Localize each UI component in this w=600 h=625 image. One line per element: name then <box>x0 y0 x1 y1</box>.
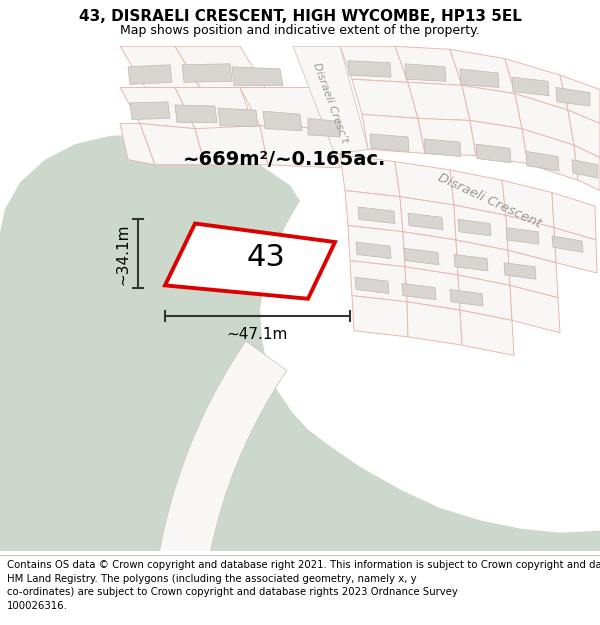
Polygon shape <box>512 77 549 96</box>
Polygon shape <box>350 261 407 302</box>
Polygon shape <box>568 110 600 158</box>
Text: Disraeli Cresc’t: Disraeli Cresc’t <box>311 61 349 144</box>
Polygon shape <box>340 46 408 82</box>
Polygon shape <box>476 144 511 162</box>
Polygon shape <box>460 69 499 88</box>
Text: 43: 43 <box>247 242 285 272</box>
Polygon shape <box>128 65 172 84</box>
Polygon shape <box>175 88 255 129</box>
Polygon shape <box>340 154 400 197</box>
Text: 43, DISRAELI CRESCENT, HIGH WYCOMBE, HP13 5EL: 43, DISRAELI CRESCENT, HIGH WYCOMBE, HP1… <box>79 9 521 24</box>
Polygon shape <box>348 61 391 77</box>
Polygon shape <box>404 248 439 265</box>
Text: ~669m²/~0.165ac.: ~669m²/~0.165ac. <box>184 150 386 169</box>
Polygon shape <box>405 267 460 310</box>
Polygon shape <box>458 219 491 236</box>
Polygon shape <box>352 79 418 118</box>
Polygon shape <box>395 46 462 86</box>
Polygon shape <box>150 341 287 625</box>
Polygon shape <box>408 213 443 230</box>
Polygon shape <box>470 121 528 164</box>
Polygon shape <box>355 277 389 294</box>
Polygon shape <box>462 86 522 129</box>
Polygon shape <box>120 124 155 165</box>
Polygon shape <box>508 250 558 298</box>
Polygon shape <box>450 289 483 306</box>
Polygon shape <box>308 118 340 137</box>
Polygon shape <box>560 75 600 124</box>
Polygon shape <box>506 228 539 244</box>
Polygon shape <box>195 126 268 165</box>
Polygon shape <box>293 46 368 154</box>
Text: Map shows position and indicative extent of the property.: Map shows position and indicative extent… <box>120 24 480 37</box>
Polygon shape <box>182 64 232 82</box>
Polygon shape <box>418 118 476 156</box>
Polygon shape <box>402 283 436 300</box>
Polygon shape <box>505 59 568 110</box>
Polygon shape <box>574 145 600 191</box>
Polygon shape <box>232 67 283 86</box>
Polygon shape <box>502 180 554 228</box>
Polygon shape <box>260 126 340 168</box>
Polygon shape <box>424 139 461 156</box>
Text: Disraeli Crescent: Disraeli Crescent <box>436 171 544 231</box>
Polygon shape <box>450 49 515 94</box>
Polygon shape <box>175 105 217 122</box>
Polygon shape <box>456 240 510 286</box>
Polygon shape <box>348 226 405 267</box>
Polygon shape <box>120 46 200 88</box>
Polygon shape <box>522 129 578 180</box>
Polygon shape <box>370 134 409 151</box>
Polygon shape <box>240 88 328 129</box>
Polygon shape <box>552 192 596 240</box>
Polygon shape <box>556 88 590 106</box>
Polygon shape <box>407 302 462 345</box>
Polygon shape <box>358 207 395 224</box>
Polygon shape <box>403 232 458 275</box>
Polygon shape <box>405 64 446 81</box>
Polygon shape <box>345 191 403 232</box>
Text: Contains OS data © Crown copyright and database right 2021. This information is : Contains OS data © Crown copyright and d… <box>7 560 600 611</box>
Polygon shape <box>362 114 425 153</box>
Polygon shape <box>506 215 556 262</box>
Polygon shape <box>356 242 391 259</box>
Polygon shape <box>130 102 170 119</box>
Polygon shape <box>218 108 258 127</box>
Polygon shape <box>400 197 456 240</box>
Polygon shape <box>395 162 454 205</box>
Polygon shape <box>458 275 512 321</box>
Polygon shape <box>554 228 597 273</box>
Text: ~47.1m: ~47.1m <box>227 327 288 342</box>
Polygon shape <box>120 88 195 129</box>
Polygon shape <box>140 124 205 165</box>
Polygon shape <box>352 296 408 337</box>
Polygon shape <box>263 111 302 131</box>
Polygon shape <box>175 46 265 88</box>
Text: ~34.1m: ~34.1m <box>115 223 130 284</box>
Polygon shape <box>572 159 598 178</box>
Polygon shape <box>552 236 583 252</box>
Polygon shape <box>526 151 559 171</box>
Polygon shape <box>460 310 514 356</box>
Polygon shape <box>0 46 600 551</box>
Polygon shape <box>408 82 470 121</box>
Polygon shape <box>454 205 508 250</box>
Polygon shape <box>450 170 506 215</box>
Polygon shape <box>454 254 488 271</box>
Polygon shape <box>510 286 560 332</box>
Polygon shape <box>515 94 574 145</box>
Polygon shape <box>165 224 335 299</box>
Polygon shape <box>504 262 536 279</box>
